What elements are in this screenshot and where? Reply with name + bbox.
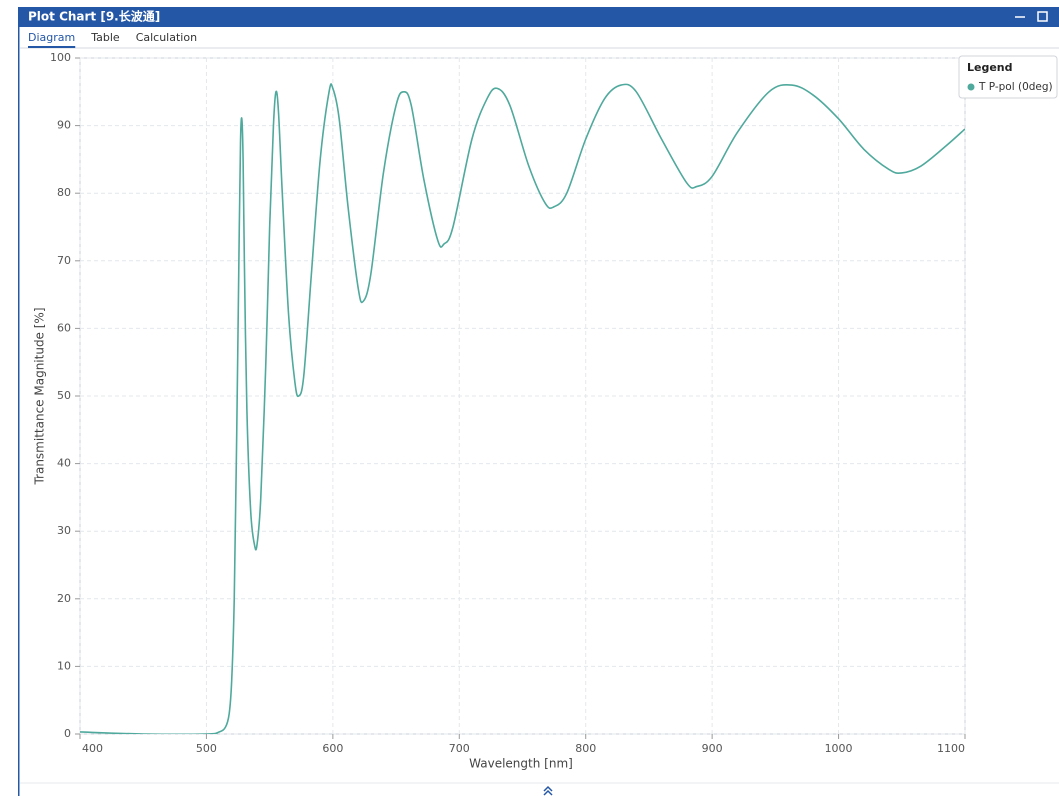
series-line <box>80 83 965 734</box>
legend-marker <box>967 83 975 91</box>
y-tick-label: 90 <box>57 119 71 132</box>
expand-button[interactable] <box>543 785 553 796</box>
window-border <box>18 7 20 796</box>
y-tick-label: 70 <box>57 254 71 267</box>
x-tick-label: 500 <box>196 742 217 755</box>
maximize-button[interactable] <box>1037 11 1048 22</box>
x-tick-label: 1000 <box>825 742 853 755</box>
y-axis-label: Transmittance Magnitude [%] <box>33 307 47 485</box>
x-axis-label: Wavelength [nm] <box>469 757 573 771</box>
x-tick-label: 900 <box>702 742 723 755</box>
legend-title: Legend <box>967 61 1013 74</box>
legend-label: T P-pol (0deg) <box>978 81 1053 93</box>
y-tick-label: 0 <box>64 727 71 740</box>
y-tick-label: 80 <box>57 186 71 199</box>
title-bar <box>18 7 1059 27</box>
x-tick-label: 1100 <box>937 742 965 755</box>
x-tick-label: 400 <box>82 742 103 755</box>
y-tick-label: 60 <box>57 321 71 334</box>
tab[interactable]: Table <box>90 31 120 44</box>
y-tick-label: 100 <box>50 51 71 64</box>
x-tick-label: 600 <box>322 742 343 755</box>
legend-box <box>958 55 1058 99</box>
y-tick-label: 30 <box>57 524 71 537</box>
tab[interactable]: Calculation <box>136 31 197 44</box>
window-title: Plot Chart [9.长波通] <box>28 9 160 24</box>
y-tick-label: 50 <box>57 389 71 402</box>
y-tick-label: 40 <box>57 457 71 470</box>
y-tick-label: 10 <box>57 659 71 672</box>
y-tick-label: 20 <box>57 592 71 605</box>
x-tick-label: 700 <box>449 742 470 755</box>
x-tick-label: 800 <box>575 742 596 755</box>
tab[interactable]: Diagram <box>28 31 75 44</box>
